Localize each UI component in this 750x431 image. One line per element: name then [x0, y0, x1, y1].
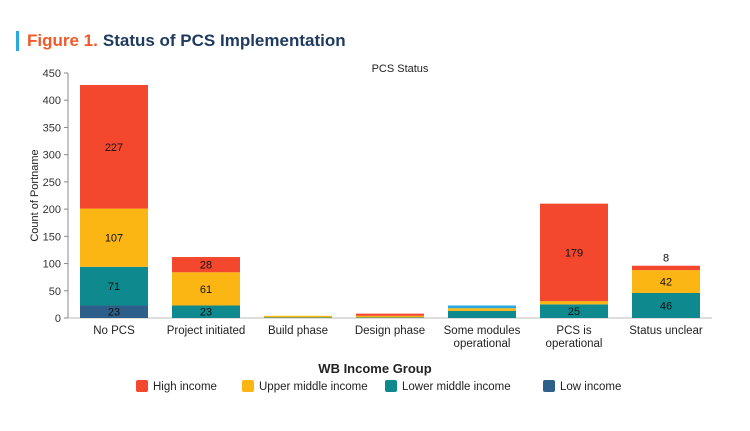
bar-segment	[540, 203, 608, 302]
y-tick-label: 350	[43, 122, 61, 134]
data-label: 23	[108, 307, 120, 319]
bar-segment	[172, 257, 240, 273]
legend-swatch	[385, 380, 397, 392]
bar-segment	[356, 317, 424, 318]
bar-segment	[540, 301, 608, 305]
accent-bar	[16, 31, 19, 51]
data-label: 107	[105, 233, 123, 245]
category-label: operational	[454, 338, 511, 350]
bar-segment	[632, 265, 700, 271]
legend-swatch	[543, 380, 555, 392]
y-tick-label: 400	[43, 95, 61, 107]
bar-segment	[448, 308, 516, 311]
figure-header: Figure 1. Status of PCS Implementation	[16, 30, 346, 52]
chart-title: PCS Status	[372, 63, 429, 75]
bar-segment	[356, 315, 424, 318]
data-label: 227	[105, 142, 123, 154]
legend-label: High income	[153, 381, 217, 393]
bar-segment	[632, 270, 700, 293]
category-label: Project initiated	[167, 325, 246, 337]
category-label: PCS is	[556, 325, 591, 337]
bar-segment	[448, 305, 516, 309]
legend-swatch	[242, 380, 254, 392]
data-label: 42	[660, 277, 672, 289]
y-tick-label: 250	[43, 177, 61, 189]
y-tick-label: 150	[43, 231, 61, 243]
legend-label: Upper middle income	[259, 381, 368, 393]
bar-segment	[172, 305, 240, 318]
bar-segment	[80, 208, 148, 267]
y-axis-label: Count of Portname	[29, 149, 41, 241]
bar-segment	[264, 317, 332, 318]
bar-segment	[80, 266, 148, 306]
y-tick-label: 100	[43, 259, 61, 271]
category-label: operational	[546, 338, 603, 350]
data-label: 61	[200, 284, 212, 296]
data-label: 8	[663, 253, 669, 265]
category-label: No PCS	[93, 325, 135, 337]
figure-title: Status of PCS Implementation	[102, 31, 346, 50]
legend-title: WB Income Group	[318, 361, 431, 376]
legend-label: Lower middle income	[402, 381, 511, 393]
bar-segment	[80, 305, 148, 318]
y-tick-label: 50	[49, 286, 61, 298]
data-label: 71	[108, 281, 120, 293]
bar-segment	[356, 313, 424, 316]
y-tick-label: 200	[43, 204, 61, 216]
data-label: 28	[200, 260, 212, 272]
bar-segment	[632, 292, 700, 318]
bar-segment	[540, 304, 608, 318]
data-label: 46	[660, 300, 672, 312]
category-label: Build phase	[268, 325, 328, 337]
category-label: Status unclear	[629, 325, 703, 337]
data-label: 23	[200, 307, 212, 319]
bar-segment	[448, 310, 516, 318]
legend-label: Low income	[560, 381, 621, 393]
data-label: 25	[568, 306, 580, 318]
category-label: Some modules	[444, 325, 521, 337]
legend-swatch	[136, 380, 148, 392]
y-tick-label: 0	[55, 313, 61, 325]
y-tick-label: 450	[43, 68, 61, 80]
bar-segment	[80, 84, 148, 209]
category-label: Design phase	[355, 325, 425, 337]
figure-number: Figure 1.	[27, 31, 98, 50]
bar-segment	[264, 315, 332, 318]
data-label: 179	[565, 247, 583, 259]
y-tick-label: 300	[43, 150, 61, 162]
bar-segment	[172, 272, 240, 306]
